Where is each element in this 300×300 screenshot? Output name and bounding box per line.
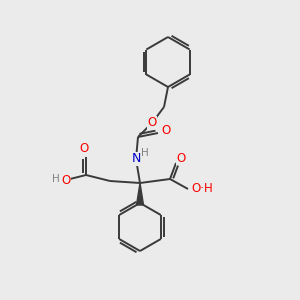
Text: O: O (147, 116, 157, 130)
Text: H: H (141, 148, 149, 158)
Text: H: H (52, 174, 60, 184)
Text: N: N (131, 152, 141, 166)
Text: O: O (80, 142, 88, 155)
Text: O: O (176, 152, 186, 164)
Text: O·H: O·H (191, 182, 213, 196)
Polygon shape (136, 183, 143, 205)
Text: O: O (61, 175, 70, 188)
Text: O: O (161, 124, 171, 137)
